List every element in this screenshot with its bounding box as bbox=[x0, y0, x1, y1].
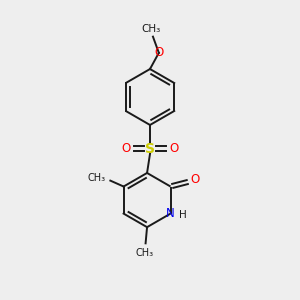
Text: O: O bbox=[121, 142, 130, 155]
Text: O: O bbox=[190, 173, 200, 186]
Text: CH₃: CH₃ bbox=[142, 24, 161, 34]
Text: O: O bbox=[154, 46, 164, 59]
Text: N: N bbox=[166, 207, 175, 220]
Text: CH₃: CH₃ bbox=[88, 173, 106, 183]
Text: H: H bbox=[179, 210, 187, 220]
Text: S: S bbox=[145, 142, 155, 155]
Text: CH₃: CH₃ bbox=[135, 248, 153, 258]
Text: O: O bbox=[170, 142, 179, 155]
